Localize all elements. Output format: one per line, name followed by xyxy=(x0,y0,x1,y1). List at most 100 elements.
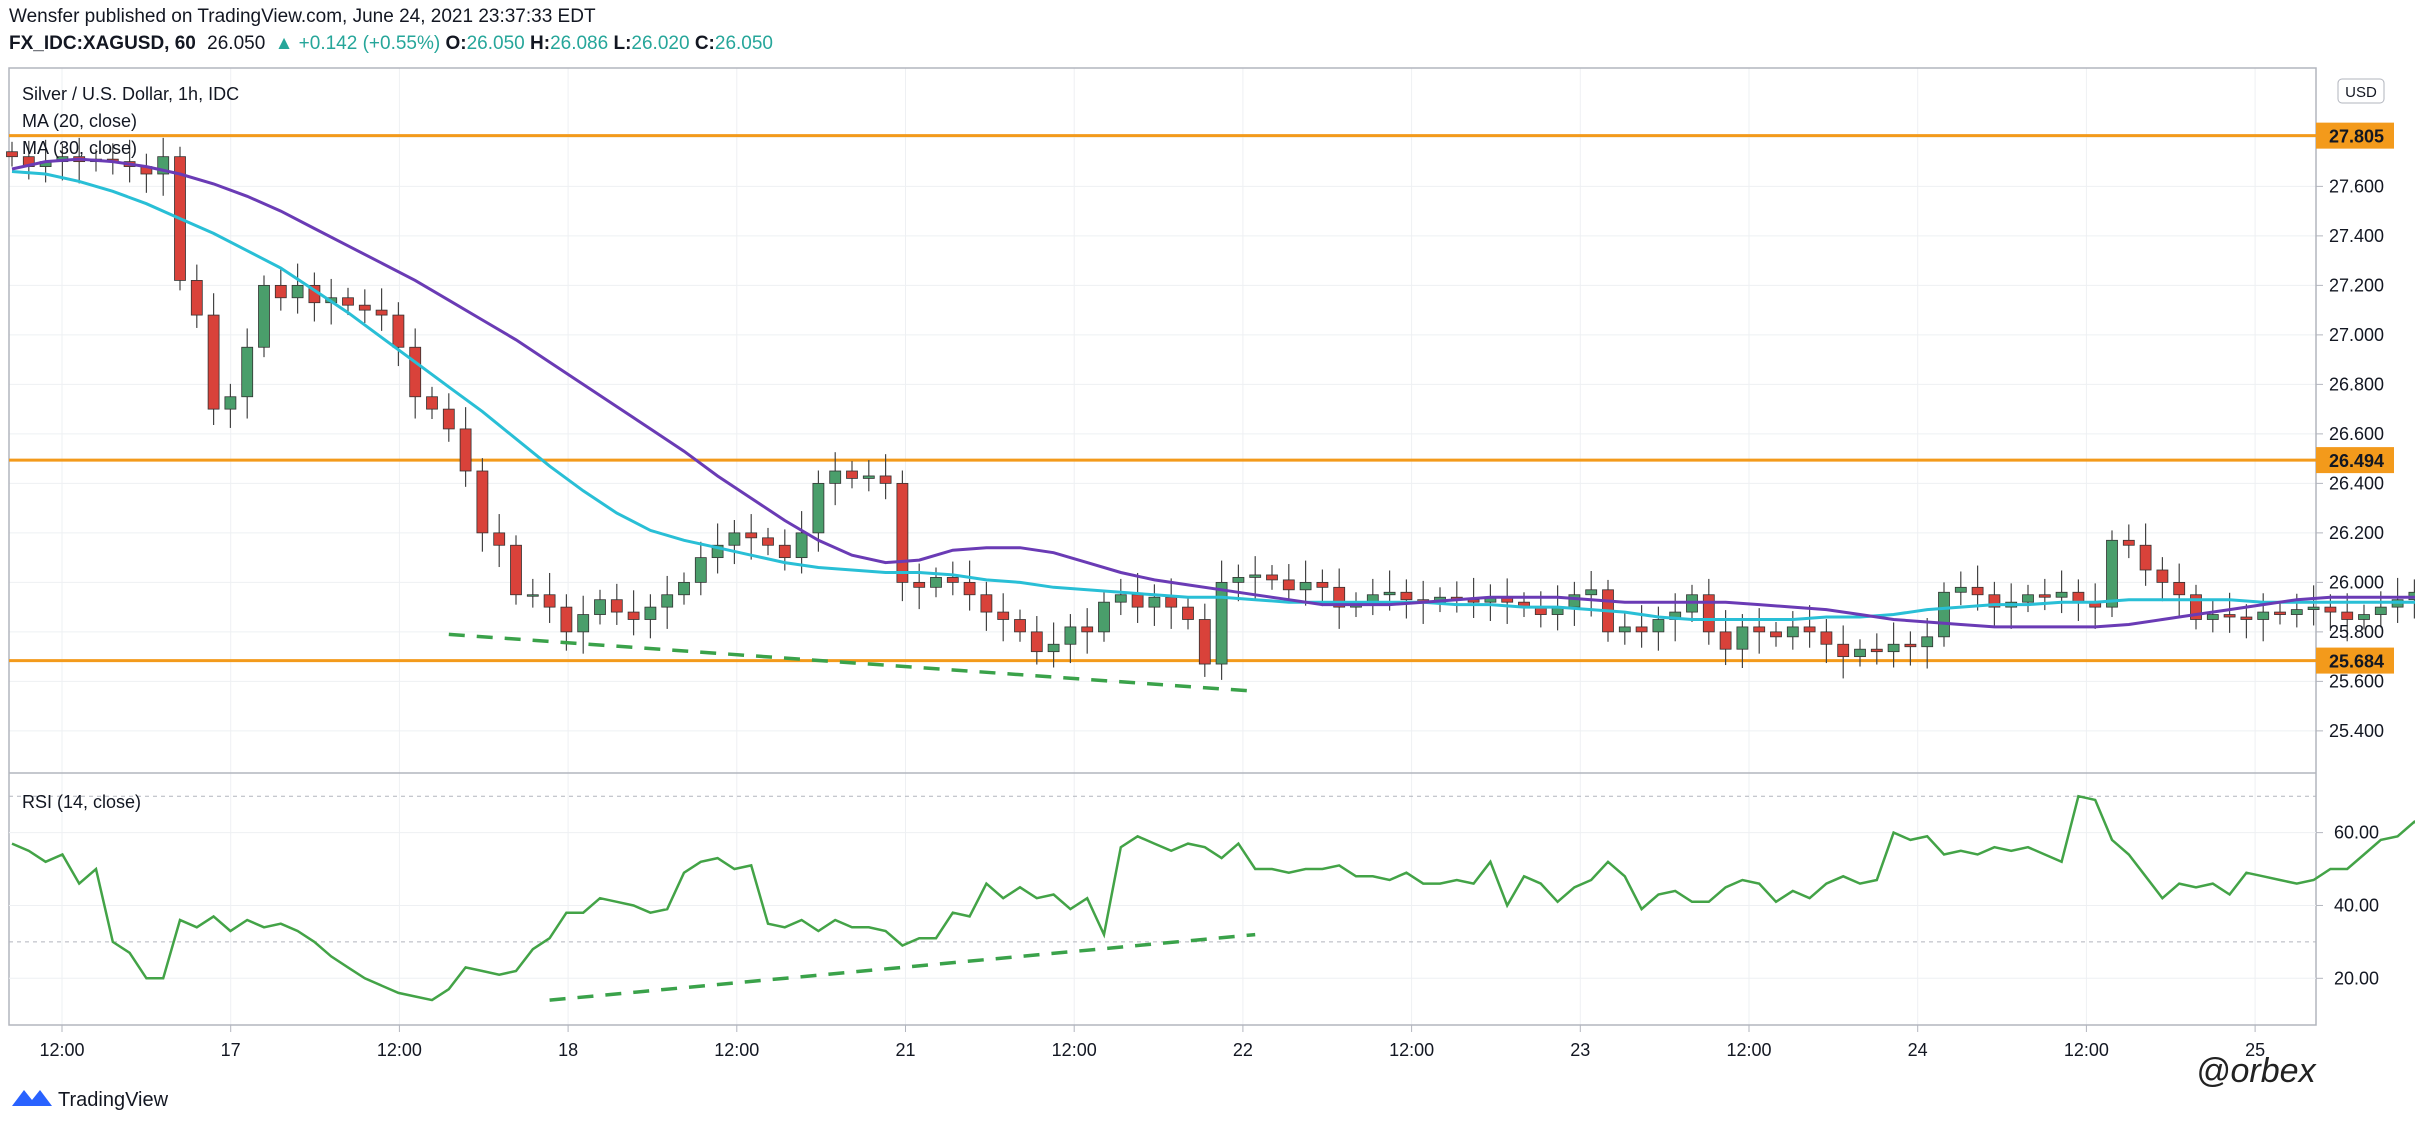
y-tick-label: 27.000 xyxy=(2329,325,2384,345)
level-price-tag xyxy=(2316,647,2394,674)
candle-body xyxy=(913,581,926,588)
candle-body xyxy=(846,470,858,479)
candle-body xyxy=(459,428,472,472)
candle-body xyxy=(426,396,438,410)
x-tick-label: 24 xyxy=(1908,1040,1928,1060)
candle-body xyxy=(795,532,808,559)
candle-body xyxy=(2240,616,2253,620)
chart-title: Silver / U.S. Dollar, 1h, IDC xyxy=(22,84,239,104)
candle-body xyxy=(1114,594,1127,603)
tradingview-brand[interactable]: TradingView xyxy=(58,1089,169,1111)
symbol-line: FX_IDC:XAGUSD, 60 26.050 ▲ +0.142 (+0.55… xyxy=(9,33,773,55)
y-tick-label: 26.400 xyxy=(2329,473,2384,493)
candle-body xyxy=(1165,596,1178,608)
candle-body xyxy=(1736,626,1749,650)
tradingview-logo-icon[interactable] xyxy=(12,1090,52,1106)
candle-body xyxy=(678,581,690,596)
price-change: +0.142 (+0.55%) xyxy=(298,33,441,54)
high-value: 26.086 xyxy=(550,33,609,54)
candle-body xyxy=(274,284,287,299)
candle-body xyxy=(1182,606,1194,620)
close-value: 26.050 xyxy=(714,33,773,54)
x-tick-label: 12:00 xyxy=(2064,1040,2109,1060)
candle-body xyxy=(1098,601,1110,633)
time-axis[interactable]: 12:00 17 12:00 18 12:00 21 12:00 22 12:00 23 12:00… xyxy=(39,1025,2265,1060)
candle-body xyxy=(1400,591,1413,601)
ma20-legend[interactable]: MA (20, close) xyxy=(22,111,137,131)
candle-body xyxy=(762,537,774,546)
candle-body xyxy=(190,280,203,316)
x-tick-label: 22 xyxy=(1233,1040,1253,1060)
candle-body xyxy=(1921,636,1934,648)
candle-body xyxy=(442,408,455,430)
candle-body xyxy=(594,599,606,615)
x-tick-label: 12:00 xyxy=(1389,1040,1434,1060)
candle-body xyxy=(1971,586,1984,596)
horizontal-levels xyxy=(9,134,2316,663)
level-price-label: 27.805 xyxy=(2329,127,2384,147)
rsi-axis[interactable]: 20.00 40.00 60.00 xyxy=(2316,823,2379,989)
y-tick-label: 27.200 xyxy=(2329,275,2384,295)
candle-body xyxy=(812,482,825,534)
open-label: O: xyxy=(445,33,467,54)
x-tick-label: 12:00 xyxy=(1052,1040,1097,1060)
candle-body xyxy=(493,532,506,546)
candle-body xyxy=(1030,631,1043,653)
level-price-tag xyxy=(2316,122,2394,149)
candle-body xyxy=(1014,619,1026,633)
currency-badge[interactable] xyxy=(2337,78,2385,104)
candle-body xyxy=(2223,614,2236,618)
candle-body xyxy=(1316,581,1329,588)
ma30-legend[interactable]: MA (30, close) xyxy=(22,138,137,158)
candle-body xyxy=(694,557,707,583)
candle-body xyxy=(1618,626,1631,633)
symbol[interactable]: FX_IDC:XAGUSD, 60 xyxy=(9,33,196,54)
x-tick-label: 12:00 xyxy=(714,1040,759,1060)
candle-body xyxy=(1954,586,1967,593)
candle-body xyxy=(2106,539,2118,608)
candle-body xyxy=(1837,643,1850,658)
candle-body xyxy=(543,594,556,608)
candle-body xyxy=(711,544,724,559)
candle-body xyxy=(2358,614,2370,620)
y-tick-label: 26.800 xyxy=(2329,374,2384,394)
candle-body xyxy=(1652,619,1665,633)
candle-body xyxy=(1215,581,1228,665)
candle-body xyxy=(2072,591,2085,603)
candle-body xyxy=(1383,591,1396,596)
publisher-text: Wensfer published on TradingView.com, Ju… xyxy=(9,6,596,27)
candle-body xyxy=(644,606,657,620)
candle-body xyxy=(1770,631,1782,638)
candle-body xyxy=(2122,539,2135,546)
x-tick-label: 12:00 xyxy=(1726,1040,1771,1060)
candle-body xyxy=(1635,626,1648,633)
x-tick-label: 21 xyxy=(895,1040,915,1060)
change-arrow-icon: ▲ xyxy=(274,33,294,54)
rsi-pane xyxy=(9,794,2415,1002)
candle-body xyxy=(1282,579,1295,591)
moving-averages xyxy=(11,157,2415,629)
price-trendline xyxy=(448,632,1256,694)
candle-body xyxy=(1887,643,1900,653)
rsi-tick-label: 40.00 xyxy=(2334,895,2379,915)
candle-body xyxy=(1198,619,1211,665)
candle-body xyxy=(2307,606,2320,610)
y-tick-label: 27.400 xyxy=(2329,226,2384,246)
candle-body xyxy=(6,151,18,158)
x-tick-label: 25 xyxy=(2245,1040,2265,1060)
candle-body xyxy=(610,599,623,613)
candle-body xyxy=(2341,611,2354,620)
rsi-tick-label: 20.00 xyxy=(2334,968,2379,988)
candle-body xyxy=(1333,586,1346,608)
publisher-line: Wensfer published on TradingView.com, Ju… xyxy=(9,6,596,28)
y-tick-label: 25.600 xyxy=(2329,671,2384,691)
candle-body xyxy=(1585,589,1598,596)
candle-body xyxy=(1131,594,1144,608)
candle-body xyxy=(1081,626,1094,633)
candle-body xyxy=(241,346,254,398)
rsi-legend[interactable]: RSI (14, close) xyxy=(22,792,141,812)
currency-label: USD xyxy=(2345,84,2377,101)
candle-body xyxy=(930,577,942,588)
price-axis[interactable]: 25.400 25.600 25.800 26.000 26.200 26.400 26.6… xyxy=(2316,122,2394,741)
